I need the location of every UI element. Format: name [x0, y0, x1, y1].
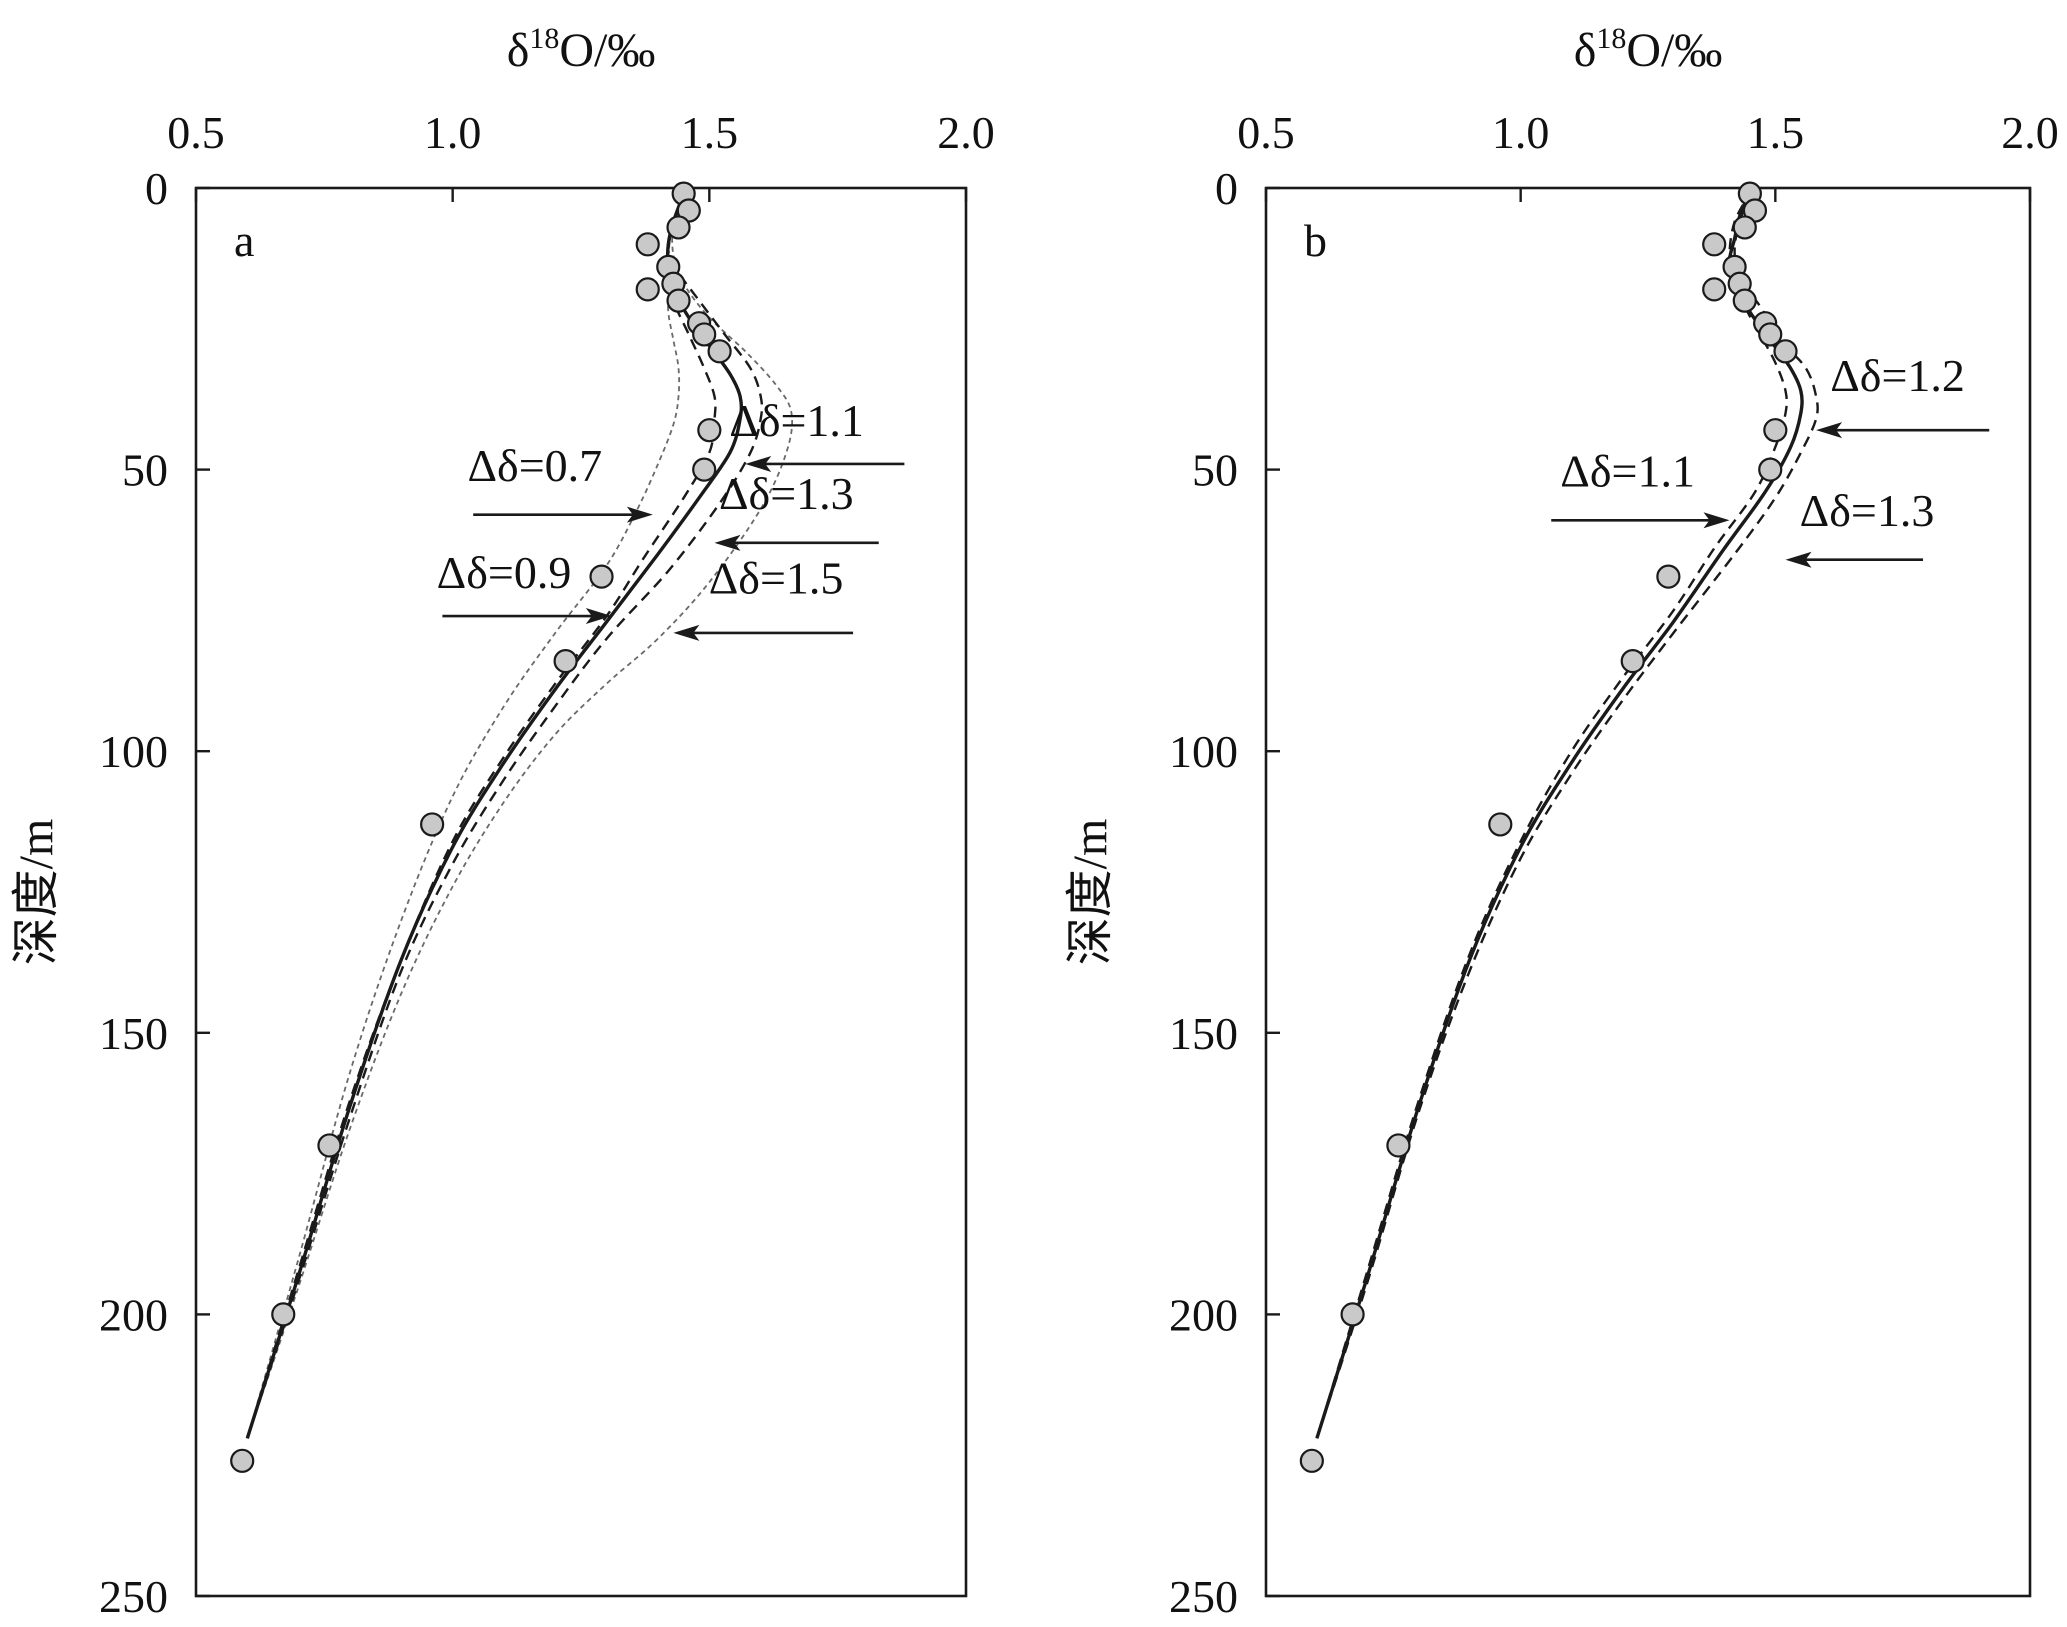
annotation-arrow-head: [1816, 422, 1843, 439]
y-tick-label: 0: [145, 163, 168, 214]
data-point: [230, 1448, 255, 1473]
annotation-arrow-head: [626, 506, 653, 523]
panel-letter: a: [234, 215, 254, 266]
data-point: [553, 648, 578, 674]
data-point: [666, 215, 691, 240]
y-tick-label: 250: [1169, 1571, 1238, 1622]
panel-letter: b: [1304, 215, 1327, 266]
x-tick-label: 1.5: [1747, 107, 1805, 158]
annotation-arrow-head: [745, 455, 772, 472]
x-tick-label: 2.0: [2001, 107, 2059, 158]
x-tick-label: 1.0: [424, 107, 482, 158]
annotation-label: Δδ=1.3: [1800, 485, 1935, 536]
annotation-arrow-head: [714, 534, 741, 551]
model-curve-dashed: [1315, 193, 1819, 1439]
data-point: [1732, 288, 1757, 313]
data-point: [1620, 648, 1645, 674]
x-axis-label-rest: O/‰: [1626, 24, 1722, 77]
data-point: [1340, 1302, 1365, 1327]
annotation-label: Δδ=0.7: [467, 440, 602, 491]
x-tick-label: 0.5: [1237, 107, 1295, 158]
panel-b: 0.5 1.0 1.5 2.0 0 50 100 150 200 250 δ18O/‰ 深度/m b Δδ…: [1064, 22, 2059, 1622]
data-point: [1488, 812, 1513, 837]
data-point: [1732, 215, 1757, 240]
model-curve-dotted: [246, 193, 685, 1439]
x-tick-label: 1.0: [1492, 107, 1550, 158]
y-tick-label: 200: [1169, 1289, 1238, 1340]
data-point: [1702, 232, 1727, 257]
y-tick-label: 100: [1169, 726, 1238, 777]
data-point: [1299, 1448, 1324, 1473]
model-curve-solid: [245, 193, 744, 1439]
x-axis-label-sup: 18: [529, 22, 559, 55]
y-tick-label: 150: [99, 1008, 168, 1059]
panel-a: 0.5 1.0 1.5 2.0 0 50 100 150 200 250 δ18O/‰ 深度/m a Δδ…: [10, 22, 995, 1622]
data-point: [589, 564, 614, 589]
data-point: [420, 812, 445, 837]
data-point: [271, 1302, 296, 1327]
data-point: [697, 418, 722, 443]
model-curve-dotted: [246, 193, 794, 1439]
y-tick-label: 150: [1169, 1008, 1238, 1059]
data-point: [692, 322, 717, 347]
plot-frame: [194, 186, 968, 1598]
annotation-arrow-head: [1785, 551, 1812, 568]
y-axis-label: 深度/m: [10, 819, 63, 966]
data-point: [707, 339, 732, 364]
data-point: [317, 1133, 342, 1158]
plot-frame: [1264, 186, 2032, 1598]
data-point: [635, 232, 660, 257]
annotation-arrow-head: [673, 624, 700, 641]
model-curve-dashed: [246, 193, 764, 1439]
annotation-label: Δδ=0.9: [437, 547, 572, 598]
y-tick-label: 50: [122, 445, 168, 496]
x-tick-label: 2.0: [937, 107, 995, 158]
annotation-label: Δδ=1.2: [1830, 350, 1965, 401]
x-tick-label: 1.5: [681, 107, 739, 158]
data-point: [1702, 277, 1727, 302]
y-axis-label: 深度/m: [1064, 819, 1117, 966]
y-tick-label: 200: [99, 1289, 168, 1340]
y-tick-label: 50: [1192, 445, 1238, 496]
data-point: [666, 288, 691, 313]
x-tick-label: 0.5: [167, 107, 225, 158]
data-point: [1656, 564, 1681, 589]
x-axis-label: δ18O/‰: [507, 22, 656, 77]
annotation-arrow-head: [1703, 512, 1730, 529]
data-point: [1763, 418, 1788, 443]
model-curve-solid: [1315, 192, 1804, 1439]
annotation-label: Δδ=1.5: [709, 553, 844, 604]
data-point: [1386, 1133, 1411, 1158]
y-tick-label: 100: [99, 726, 168, 777]
data-point: [1758, 322, 1783, 347]
data-point: [1758, 457, 1783, 482]
y-tick-label: 0: [1215, 163, 1238, 214]
model-curve-dashed: [1315, 193, 1788, 1439]
x-axis-label-base: δ: [507, 24, 530, 77]
data-point: [1773, 339, 1798, 364]
annotation-arrow-head: [585, 608, 612, 625]
x-axis-label: δ18O/‰: [1574, 22, 1723, 77]
data-point: [635, 277, 660, 302]
x-axis-label-rest: O/‰: [559, 24, 655, 77]
data-point: [692, 457, 717, 482]
annotation-label: Δδ=1.3: [719, 468, 854, 519]
x-axis-label-base: δ: [1574, 24, 1597, 77]
x-axis-label-sup: 18: [1596, 22, 1626, 55]
annotation-label: Δδ=1.1: [1560, 445, 1695, 496]
annotation-label: Δδ=1.1: [729, 395, 864, 446]
y-tick-label: 250: [99, 1571, 168, 1622]
